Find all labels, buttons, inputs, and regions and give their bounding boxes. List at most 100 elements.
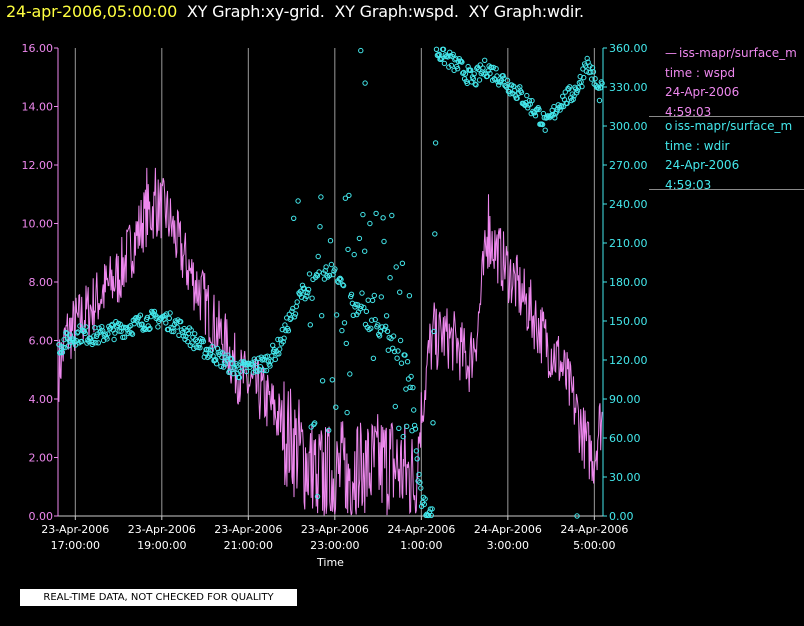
wdir-marker xyxy=(330,271,336,278)
wdir-marker xyxy=(482,57,488,63)
x-tick-label-date: 23-Apr-2006 xyxy=(41,523,109,536)
wdir-marker xyxy=(361,304,367,311)
wdir-marker xyxy=(112,330,118,336)
wdir-marker xyxy=(348,291,355,297)
wdir-marker xyxy=(275,336,281,343)
wdir-marker xyxy=(95,340,102,346)
wdir-marker xyxy=(189,340,195,346)
wdir-marker xyxy=(365,297,371,303)
wdir-marker xyxy=(403,386,409,392)
wdir-marker xyxy=(292,311,299,317)
wdir-marker xyxy=(418,485,424,491)
wdir-marker xyxy=(390,333,397,339)
wdir-marker xyxy=(408,373,414,380)
wdir-marker xyxy=(277,346,283,352)
wdir-marker xyxy=(252,358,258,365)
axes xyxy=(54,47,607,520)
wdir-marker xyxy=(387,275,393,281)
wdir-marker xyxy=(349,300,356,306)
wdir-marker xyxy=(384,328,391,334)
wdir-marker xyxy=(257,364,264,370)
wdir-marker xyxy=(542,127,548,133)
wdir-marker xyxy=(584,55,590,62)
wdir-marker xyxy=(327,238,334,244)
wdir-marker xyxy=(462,71,469,77)
wdir-marker xyxy=(571,93,577,99)
wdir-marker xyxy=(574,87,581,94)
wdir-marker xyxy=(525,105,531,111)
wdir-marker xyxy=(444,53,450,59)
wdir-marker xyxy=(480,65,486,71)
wdir-marker xyxy=(137,312,144,318)
wdir-marker xyxy=(431,328,437,335)
header-datetime: 24-apr-2006,05:00:00 xyxy=(6,2,178,21)
wdir-marker xyxy=(188,327,194,333)
wdir-marker xyxy=(65,343,72,349)
wdir-marker xyxy=(270,342,276,348)
wdir-marker xyxy=(201,354,208,360)
wdir-marker xyxy=(596,97,603,104)
wdir-marker xyxy=(328,261,335,268)
wdir-marker xyxy=(439,55,445,62)
wdir-marker xyxy=(536,106,542,113)
wdir-marker xyxy=(422,496,428,502)
wdir-marker xyxy=(319,378,326,384)
wdir-marker xyxy=(178,327,185,333)
wdir-marker xyxy=(560,103,567,110)
wdir-marker xyxy=(395,348,401,354)
x-tick-label-time: 3:00:00 xyxy=(487,539,529,552)
y-left-tick-label: 2.00 xyxy=(29,452,54,465)
y-left-tick-label: 6.00 xyxy=(29,335,54,348)
wdir-marker xyxy=(383,323,389,329)
y-left-tick-label: 12.00 xyxy=(22,159,54,172)
quality-disclaimer: REAL-TIME DATA, NOT CHECKED FOR QUALITY xyxy=(20,589,297,606)
wdir-marker xyxy=(399,260,406,266)
wdir-marker xyxy=(369,317,375,323)
wdir-marker xyxy=(526,97,533,104)
header-title: 24-apr-2006,05:00:00 XY Graph:xy-grid. X… xyxy=(6,1,584,23)
wdir-marker xyxy=(406,293,413,299)
wdir-marker xyxy=(432,231,438,237)
wdir-marker xyxy=(570,96,576,103)
wdir-marker xyxy=(326,272,333,279)
wdir-marker xyxy=(312,420,318,426)
wdir-marker xyxy=(293,303,299,310)
wdir-marker xyxy=(358,303,364,309)
wdir-marker xyxy=(404,423,410,429)
x-tick-label-time: 1:00:00 xyxy=(400,539,442,552)
y-left-tick-label: 10.00 xyxy=(22,218,54,231)
wdir-marker xyxy=(304,293,310,299)
wdir-marker xyxy=(120,334,126,340)
wdir-marker xyxy=(267,363,273,369)
wdir-marker xyxy=(261,367,267,374)
wdir-marker xyxy=(532,113,539,119)
wdir-marker xyxy=(372,316,378,323)
y-right-tick-label: 240.00 xyxy=(609,198,648,211)
x-tick-label-date: 23-Apr-2006 xyxy=(301,523,369,536)
wdir-marker xyxy=(155,324,161,330)
wdir-marker xyxy=(375,322,381,328)
wdir-marker xyxy=(323,264,329,270)
wdir-marker xyxy=(588,69,594,75)
wdir-marker xyxy=(102,331,109,337)
wdir-marker xyxy=(597,85,604,91)
x-tick-label-date: 23-Apr-2006 xyxy=(128,523,196,536)
legend-wdir-time: 4:59:03 xyxy=(665,177,712,190)
wdir-marker xyxy=(398,360,405,366)
wdir-marker xyxy=(281,335,287,341)
x-tick-label-date: 24-Apr-2006 xyxy=(560,523,628,536)
wdir-marker xyxy=(518,89,525,96)
wdir-marker xyxy=(318,194,324,200)
wdir-marker xyxy=(234,363,240,369)
wdir-marker xyxy=(104,336,110,342)
wdir-marker xyxy=(389,212,395,219)
wdir-marker xyxy=(197,345,203,351)
wdir-marker xyxy=(78,338,85,345)
wdir-marker xyxy=(450,51,456,58)
wdir-marker xyxy=(458,58,464,64)
wdir-marker xyxy=(363,308,370,315)
axis-labels: 0.00 2.00 4.00 6.00 8.00 10.00 12.00 14.00 16.00… xyxy=(22,42,648,569)
wdir-marker xyxy=(346,192,352,199)
wdir-marker xyxy=(564,100,570,107)
wdir-marker xyxy=(147,325,153,332)
